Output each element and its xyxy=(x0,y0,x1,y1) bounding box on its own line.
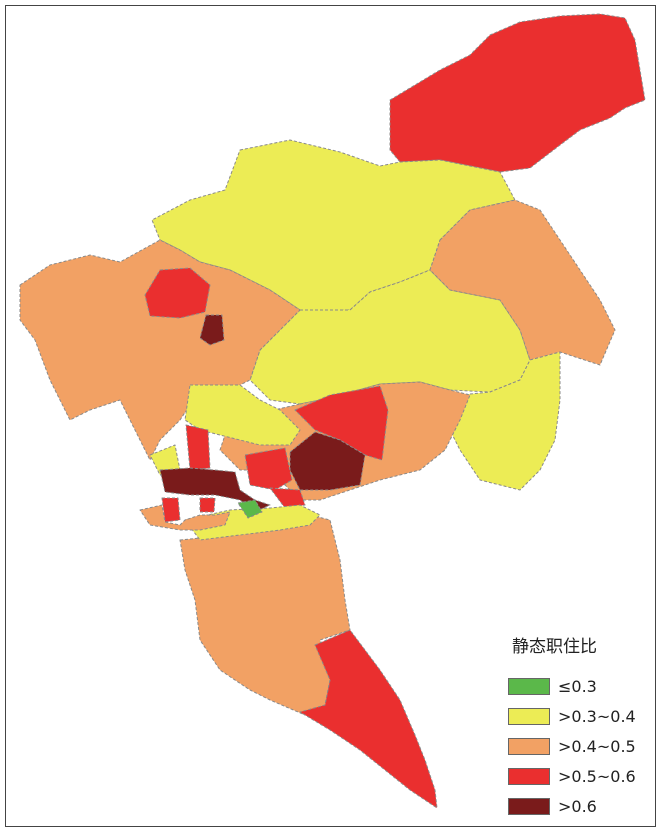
legend-item-1: ≤0.3 xyxy=(508,671,648,701)
region-center-darkred-a xyxy=(289,431,366,491)
region-center-red-c xyxy=(185,424,211,471)
legend-label-3: >0.4~0.5 xyxy=(558,736,636,756)
legend-swatch-2 xyxy=(508,707,550,725)
legend-label-2: >0.3~0.4 xyxy=(558,706,636,726)
region-center-red-d xyxy=(269,487,306,509)
region-west-red xyxy=(144,267,211,319)
region-southeast-yellow xyxy=(444,351,561,491)
region-core-green xyxy=(237,499,263,519)
legend-label-1: ≤0.3 xyxy=(558,676,597,696)
legend-title: 静态职住比 xyxy=(512,637,597,657)
region-center-red-a xyxy=(294,385,389,461)
region-center-yellow-a xyxy=(184,384,301,446)
legend-swatch-1 xyxy=(508,677,550,695)
legend-item-5: >0.6 xyxy=(508,791,648,821)
region-core-red-b xyxy=(199,497,216,513)
legend-item-3: >0.4~0.5 xyxy=(508,731,648,761)
region-south-orange xyxy=(179,514,351,716)
region-north-red xyxy=(389,13,646,173)
legend-swatch-5 xyxy=(508,797,550,815)
legend-label-4: >0.5~0.6 xyxy=(558,766,636,786)
legend-swatch-4 xyxy=(508,767,550,785)
region-center-red-b xyxy=(244,447,293,491)
region-south-red xyxy=(299,629,438,809)
legend-item-4: >0.5~0.6 xyxy=(508,761,648,791)
region-core-darkred xyxy=(159,467,271,513)
legend: 静态职住比 ≤0.3 >0.3~0.4 >0.4~0.5 >0.5~0.6 >0… xyxy=(508,632,648,821)
region-east-orange xyxy=(429,199,616,366)
legend-swatch-3 xyxy=(508,737,550,755)
legend-item-2: >0.3~0.4 xyxy=(508,701,648,731)
region-west-darkred xyxy=(199,314,225,346)
region-core-orange xyxy=(139,504,231,531)
legend-label-5: >0.6 xyxy=(558,796,597,816)
